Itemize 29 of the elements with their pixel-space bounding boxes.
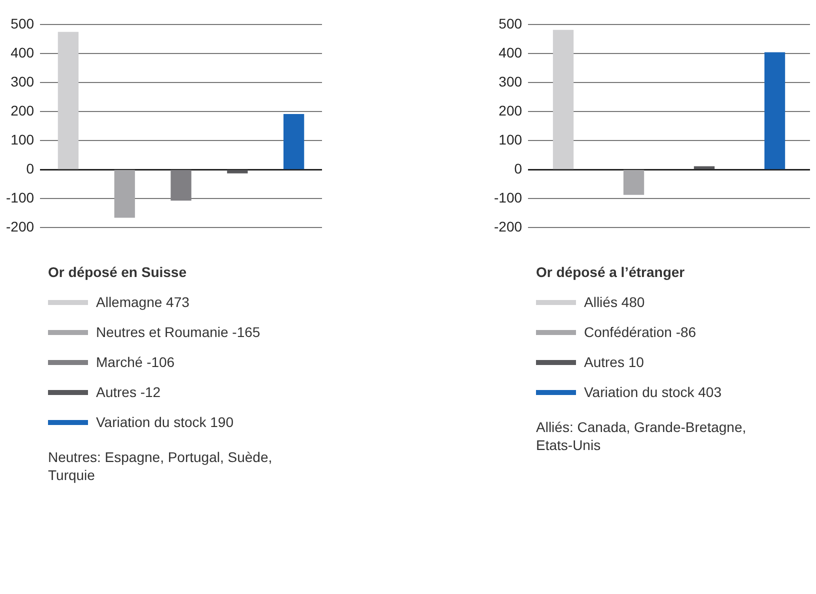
y-tick-label: 200: [10, 102, 34, 118]
legend-label: Allemagne 473: [96, 294, 190, 310]
y-tick-label: 0: [514, 160, 522, 176]
legend-label: Confédération -86: [584, 324, 696, 340]
text: Neutres: Espagne, Portugal, Suède, Turquie: [48, 448, 274, 484]
legend-label: Variation du stock 403: [584, 384, 722, 400]
legend-label: Neutres et Roumanie -165: [96, 324, 260, 340]
y-tick-label: 0: [26, 160, 34, 176]
text: Alliés: Canada, Grande-Bretagne, Etats-Unis: [536, 418, 748, 454]
text: Or déposé a l’étranger: [536, 264, 686, 280]
y-tick-label: 400: [10, 44, 34, 60]
y-tick-label: 100: [498, 131, 522, 148]
legend-label: Variation du stock 190: [96, 414, 234, 430]
y-tick-label: -100: [6, 189, 34, 206]
y-tick-label: 300: [498, 73, 522, 90]
y-tick-label: -200: [494, 218, 522, 234]
legend-label: Autres 10: [584, 354, 644, 370]
legend-label: Alliés 480: [584, 294, 645, 310]
text: Or déposé en Suisse: [48, 264, 188, 280]
y-tick-label: -200: [6, 218, 34, 234]
y-tick-label: 200: [498, 102, 522, 118]
y-tick-label: -100: [494, 189, 522, 206]
y-tick-label: 300: [10, 73, 34, 90]
y-tick-label: 100: [10, 131, 34, 148]
y-tick-label: 400: [498, 44, 522, 60]
y-tick-label: 500: [498, 15, 522, 32]
legend-label: Autres -12: [96, 384, 161, 400]
y-tick-label: 500: [10, 15, 34, 32]
legend-label: Marché -106: [96, 354, 175, 370]
